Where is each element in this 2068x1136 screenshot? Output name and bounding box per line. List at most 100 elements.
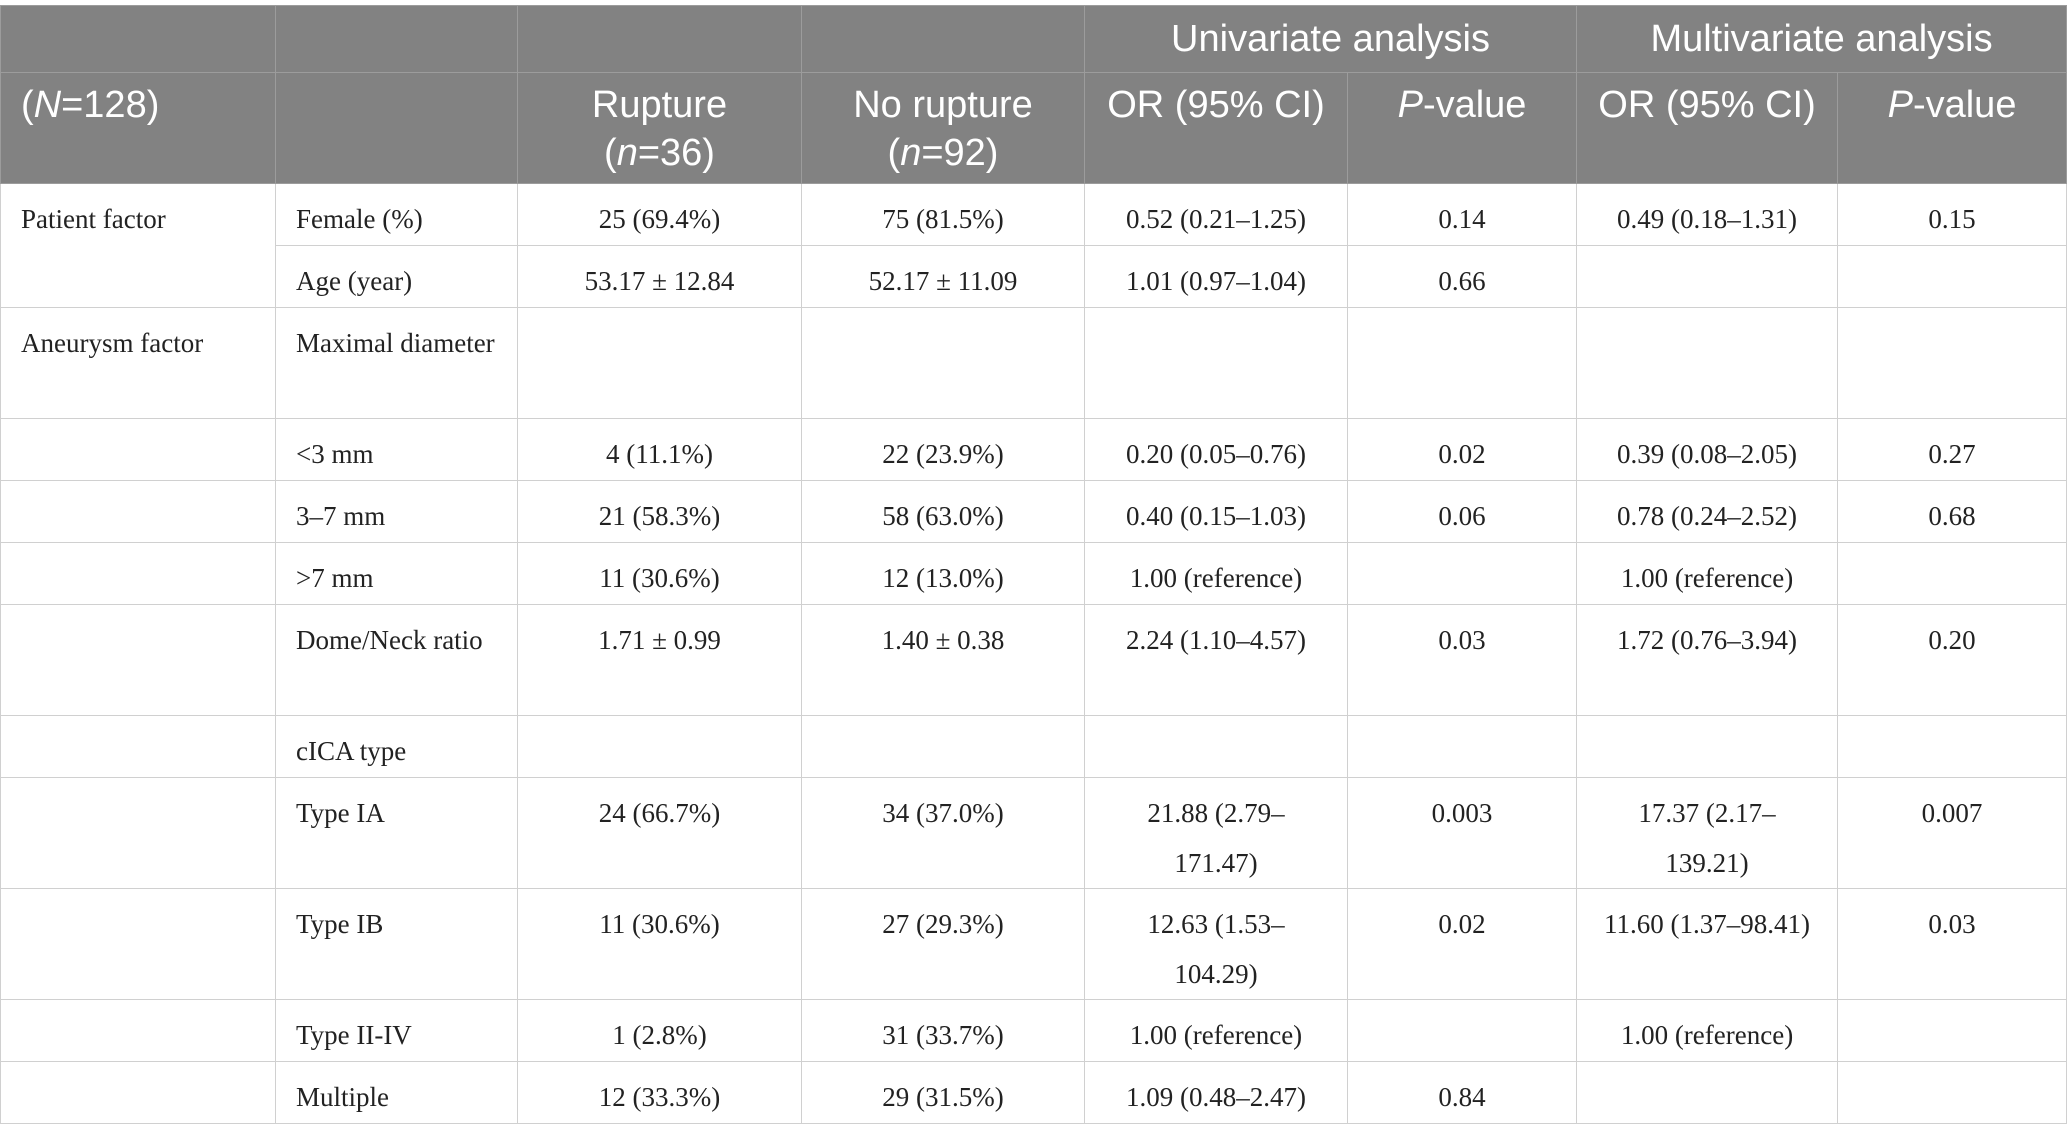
cell-variable: Age (year) [275,245,518,308]
cell-univariate-p: 0.003 [1346,777,1578,889]
cell-univariate-or: 1.00 (reference) [1084,542,1348,605]
cell-univariate-or: 21.88 (2.79–171.47) [1084,777,1348,889]
cell-univariate-p [1346,999,1578,1062]
cell-multivariate-p [1837,307,2068,419]
cell-no-rupture [801,715,1085,778]
cell-group [0,888,276,1000]
cell-multivariate-or: 1.00 (reference) [1576,999,1839,1062]
table-row: Dome/Neck ratio 1.71 ± 0.99 1.40 ± 0.38 … [0,604,2068,716]
cell-no-rupture: 75 (81.5%) [801,183,1085,246]
cell-univariate-p: 0.84 [1346,1061,1578,1124]
cell-variable: Type IB [275,888,518,1000]
cell-rupture: 1 (2.8%) [517,999,802,1062]
cell-multivariate-or [1576,715,1839,778]
header-multivariate-or: OR (95% CI) [1576,72,1839,184]
cell-multivariate-or [1576,245,1839,308]
cell-rupture: 24 (66.7%) [517,777,802,889]
cell-group [0,604,276,716]
cell-no-rupture: 1.40 ± 0.38 [801,604,1085,716]
cell-rupture: 4 (11.1%) [517,418,802,481]
table-row: cICA type [0,715,2068,778]
cell-variable: Dome/Neck ratio [275,604,518,716]
cell-variable: 3–7 mm [275,480,518,543]
cell-univariate-or: 12.63 (1.53–104.29) [1084,888,1348,1000]
table-row: Type IA 24 (66.7%) 34 (37.0%) 21.88 (2.7… [0,777,2068,889]
header-empty-cell [517,5,802,73]
cell-no-rupture: 52.17 ± 11.09 [801,245,1085,308]
cell-multivariate-or [1576,307,1839,419]
header-empty-cell [275,72,518,184]
header-empty-cell [275,5,518,73]
table-row: 3–7 mm 21 (58.3%) 58 (63.0%) 0.40 (0.15–… [0,480,2068,543]
header-univariate-analysis: Univariate analysis [1083,5,1578,73]
cell-univariate-p [1346,715,1578,778]
cell-multivariate-p: 0.03 [1837,888,2068,1000]
cell-multivariate-or: 0.49 (0.18–1.31) [1576,183,1839,246]
cell-multivariate-or: 0.39 (0.08–2.05) [1576,418,1839,481]
cell-variable: Female (%) [275,183,518,246]
cell-multivariate-p: 0.20 [1837,604,2068,716]
cell-variable: cICA type [275,715,518,778]
table-row: Aneurysm factor Maximal diameter [0,307,2068,419]
cell-univariate-or [1084,307,1348,419]
cell-no-rupture: 29 (31.5%) [801,1061,1085,1124]
header-empty-cell [0,5,276,73]
cell-univariate-p: 0.14 [1346,183,1578,246]
cell-group [0,480,276,543]
cell-univariate-p: 0.02 [1346,418,1578,481]
cell-multivariate-or [1576,1061,1839,1124]
cell-group: Aneurysm factor [0,307,276,419]
cell-rupture: 11 (30.6%) [517,542,802,605]
cell-rupture: 21 (58.3%) [517,480,802,543]
header-multivariate-analysis: Multivariate analysis [1576,5,2068,73]
cell-group [0,777,276,889]
cell-variable: Type II-IV [275,999,518,1062]
table-row: Patient factor Female (%) 25 (69.4%) 75 … [0,183,2068,246]
results-table: Univariate analysis Multivariate analysi… [0,5,2068,1124]
cell-group [0,542,276,605]
cell-group [0,418,276,481]
cell-no-rupture: 27 (29.3%) [801,888,1085,1000]
header-group-row: Univariate analysis Multivariate analysi… [0,5,2068,73]
cell-multivariate-or: 1.00 (reference) [1576,542,1839,605]
cell-univariate-or: 0.40 (0.15–1.03) [1084,480,1348,543]
header-multivariate-p-value: P-value [1837,72,2068,184]
cell-univariate-or [1084,715,1348,778]
cell-no-rupture: 22 (23.9%) [801,418,1085,481]
cell-no-rupture [801,307,1085,419]
cell-univariate-p [1346,542,1578,605]
cell-univariate-or: 0.20 (0.05–0.76) [1084,418,1348,481]
table-row: Type IB 11 (30.6%) 27 (29.3%) 12.63 (1.5… [0,888,2068,1000]
cell-univariate-or: 1.00 (reference) [1084,999,1348,1062]
cell-multivariate-or: 1.72 (0.76–3.94) [1576,604,1839,716]
cell-group [0,245,276,308]
header-total-n: (N=128) [0,72,276,184]
cell-univariate-p: 0.03 [1346,604,1578,716]
table-row: >7 mm 11 (30.6%) 12 (13.0%) 1.00 (refere… [0,542,2068,605]
header-rupture: Rupture (n=36) [517,72,802,184]
cell-variable: Multiple [275,1061,518,1124]
cell-rupture: 53.17 ± 12.84 [517,245,802,308]
cell-group [0,715,276,778]
header-column-row: (N=128) Rupture (n=36) No rupture (n=92) O… [0,72,2068,184]
cell-univariate-or: 1.09 (0.48–2.47) [1084,1061,1348,1124]
cell-multivariate-p [1837,245,2068,308]
cell-multivariate-p [1837,542,2068,605]
cell-no-rupture: 34 (37.0%) [801,777,1085,889]
cell-univariate-p: 0.06 [1346,480,1578,543]
cell-no-rupture: 12 (13.0%) [801,542,1085,605]
table-row: Age (year) 53.17 ± 12.84 52.17 ± 11.09 1… [0,245,2068,308]
cell-univariate-p: 0.66 [1346,245,1578,308]
cell-univariate-or: 0.52 (0.21–1.25) [1084,183,1348,246]
cell-univariate-or: 2.24 (1.10–4.57) [1084,604,1348,716]
cell-group [0,999,276,1062]
cell-group: Patient factor [0,183,276,246]
cell-variable: <3 mm [275,418,518,481]
cell-multivariate-p [1837,999,2068,1062]
cell-rupture [517,307,802,419]
cell-multivariate-p [1837,715,2068,778]
cell-multivariate-or: 17.37 (2.17–139.21) [1576,777,1839,889]
table-row: <3 mm 4 (11.1%) 22 (23.9%) 0.20 (0.05–0.… [0,418,2068,481]
table-body: Patient factor Female (%) 25 (69.4%) 75 … [0,183,2068,1124]
cell-multivariate-or: 11.60 (1.37–98.41) [1576,888,1839,1000]
